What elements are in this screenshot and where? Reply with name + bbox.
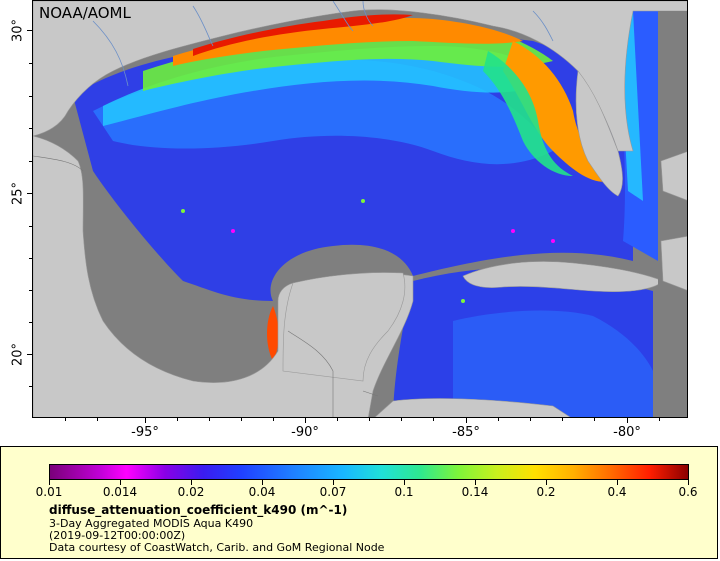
lon-minor-tick [401,418,402,421]
colorbar-tick [617,480,618,485]
lon-minor-tick [498,418,499,421]
colorbar [49,464,689,480]
lat-tick [27,354,32,355]
colorbar-tick [546,480,547,485]
ocean-color-field [73,11,658,417]
credit-text: Data courtesy of CoastWatch, Carib. and … [49,541,385,554]
lon-minor-tick [369,418,370,421]
colorbar-label: 0.14 [461,485,489,499]
lat-label-20: 20° [10,342,26,367]
rivers [92,1,554,87]
lat-label-30: 30° [10,18,26,43]
land-masses [33,1,687,417]
colorbar-label: 0.6 [678,485,698,499]
lon-tick [466,418,467,423]
lat-minor-tick [29,226,32,227]
lon-label-80: -80° [613,425,641,440]
lat-minor-tick [29,63,32,64]
lon-minor-tick [273,418,274,421]
lon-minor-tick [594,418,595,421]
lon-minor-tick [65,418,66,421]
colorbar-label: 0.04 [248,485,276,499]
lon-minor-tick [530,418,531,421]
colorbar-tick [404,480,405,485]
lon-tick [305,418,306,423]
lon-minor-tick [433,418,434,421]
colorbar-label: 0.02 [177,485,205,499]
lat-minor-tick [29,96,32,97]
legend-panel: 0.01 0.014 0.02 0.04 0.07 0.1 0.14 0.2 0… [0,446,718,559]
country-borders [33,155,379,417]
lon-label-95: -95° [131,425,159,440]
lon-label-90: -90° [291,425,319,440]
colorbar-tick [688,480,689,485]
agency-label: NOAA/AOML [39,4,131,22]
variable-name: diffuse_attenuation_coefficient_k490 (m^… [49,503,348,517]
colorbar-tick [333,480,334,485]
lon-minor-tick [209,418,210,421]
k490-map-image [33,1,687,417]
time-stamp: (2019-09-12T00:00:00Z) [49,529,186,542]
colorbar-label: 0.07 [319,485,347,499]
map-view: NOAA/AOML [32,0,688,418]
colorbar-label: 0.01 [35,485,63,499]
colorbar-tick [49,480,50,485]
colorbar-tick [191,480,192,485]
lon-minor-tick [97,418,98,421]
lat-tick [27,30,32,31]
lon-minor-tick [241,418,242,421]
lat-minor-tick [29,258,32,259]
colorbar-label: 0.2 [536,485,556,499]
lon-minor-tick [562,418,563,421]
colorbar-label: 0.1 [394,485,414,499]
lon-tick [145,418,146,423]
lat-minor-tick [29,386,32,387]
colorbar-label: 0.4 [607,485,627,499]
lat-minor-tick [29,290,32,291]
lon-label-85: -85° [452,425,480,440]
colorbar-label: 0.014 [102,485,138,499]
lat-minor-tick [29,322,32,323]
lon-minor-tick [659,418,660,421]
dataset-description: 3-Day Aggregated MODIS Aqua K490 [49,517,254,530]
lat-minor-tick [29,161,32,162]
lat-tick [27,193,32,194]
lon-minor-tick [177,418,178,421]
lat-minor-tick [29,128,32,129]
lat-label-25: 25° [10,181,26,206]
colorbar-tick [120,480,121,485]
lon-minor-tick [337,418,338,421]
colorbar-tick [262,480,263,485]
colorbar-tick [475,480,476,485]
lon-tick [627,418,628,423]
